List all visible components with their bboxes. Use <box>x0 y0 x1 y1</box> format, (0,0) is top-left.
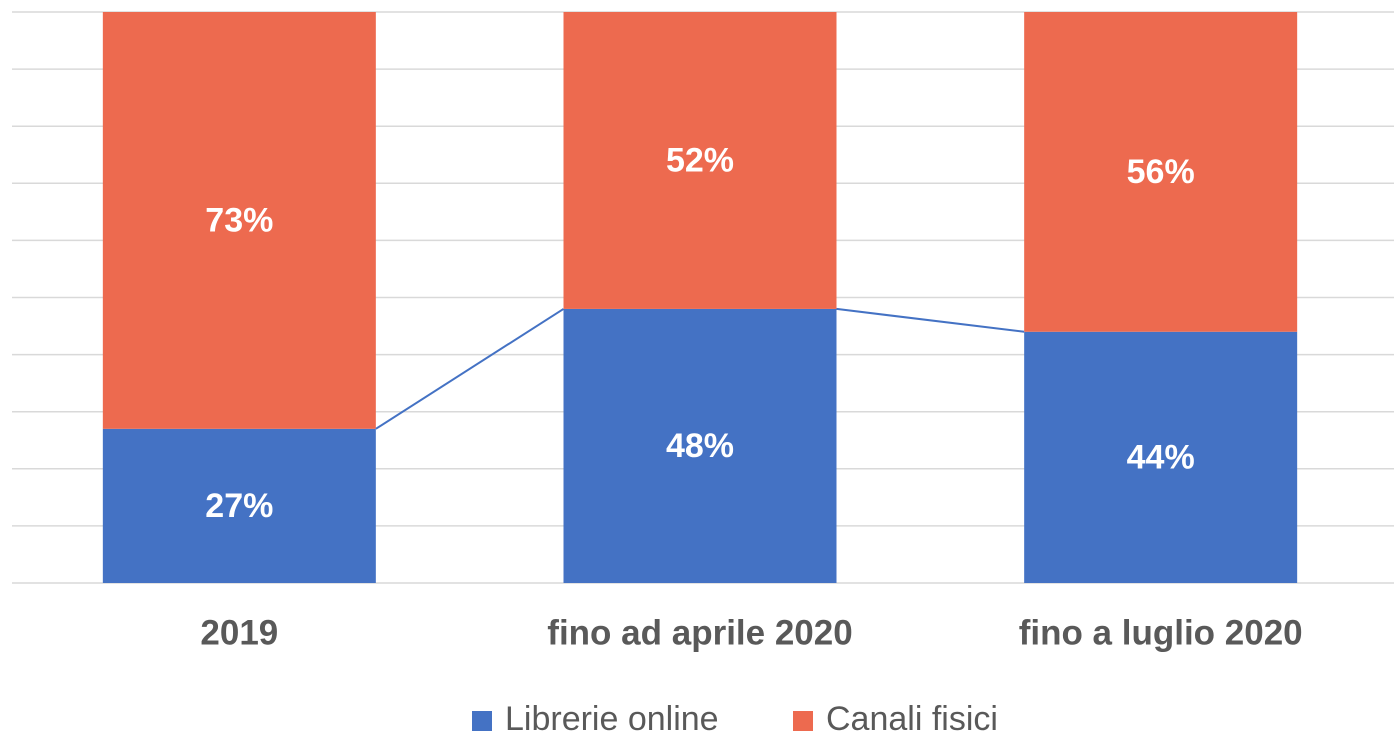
bar-segment <box>1024 331 1298 583</box>
bar-segment <box>102 428 376 583</box>
bar-segment <box>563 12 837 309</box>
legend-label: Librerie online <box>505 700 719 737</box>
value-label: 48% <box>666 427 734 465</box>
value-label: 56% <box>1127 153 1195 191</box>
value-label: 27% <box>205 487 273 525</box>
legend-swatch <box>793 711 813 731</box>
legend-label: Canali fisici <box>826 700 998 737</box>
series-line <box>836 307 1025 333</box>
x-tick-label: 2019 <box>200 613 278 652</box>
value-label: 73% <box>205 201 273 239</box>
legend-swatch <box>472 711 492 731</box>
series-line <box>375 308 565 430</box>
x-tick-label: fino ad aprile 2020 <box>547 613 852 652</box>
bar-segment <box>563 308 837 583</box>
bar-segment <box>102 12 376 429</box>
bar-segment <box>1024 12 1298 332</box>
x-tick-label: fino a luglio 2020 <box>1019 613 1303 652</box>
value-label: 44% <box>1127 438 1195 476</box>
value-label: 52% <box>666 141 734 179</box>
